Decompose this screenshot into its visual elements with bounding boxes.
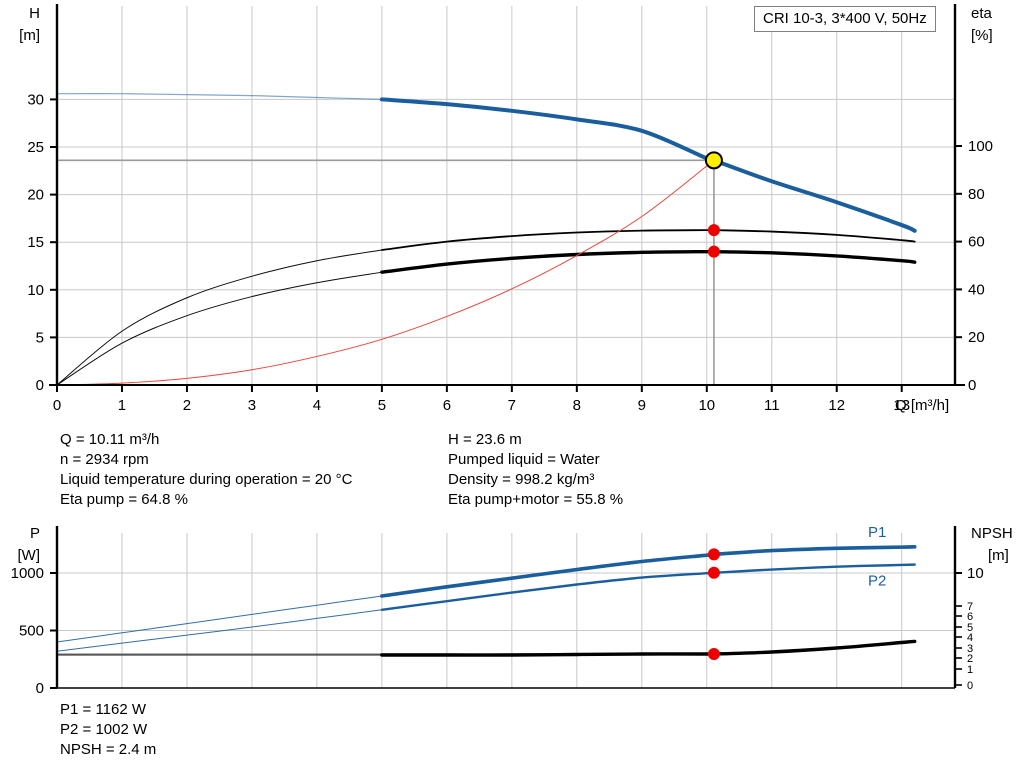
tick-label-power: 500 <box>19 623 44 640</box>
tick-label-npsh: 0 <box>967 680 973 692</box>
tick-label-flow: 4 <box>313 397 321 414</box>
curve-tag-p2: P2 <box>868 573 886 590</box>
power-info-line: P2 = 1002 W <box>60 721 148 738</box>
tick-label-flow: 0 <box>53 397 61 414</box>
curve-operating-range <box>379 97 917 233</box>
power-info-line: P1 = 1162 W <box>60 701 147 718</box>
duty-info-line: Eta pump+motor = 55.8 % <box>448 491 624 508</box>
axis-title-flow: Q [m³/h] <box>895 397 949 414</box>
duty-marker-p1 <box>707 548 720 561</box>
tick-label-flow: 8 <box>573 397 581 414</box>
curve-operating-range <box>380 544 917 598</box>
pump-model-title: CRI 10-3, 3*400 V, 50Hz <box>754 6 936 32</box>
duty-marker-npsh <box>707 648 720 660</box>
curve-operating-range <box>380 249 917 274</box>
tick-label-flow: 6 <box>443 397 451 414</box>
duty-info-line: H = 23.6 m <box>448 431 522 448</box>
tick-label-eta: 100 <box>968 138 993 155</box>
axis-title-head-unit: [m] <box>19 27 40 44</box>
axis-title-head: H <box>29 5 40 22</box>
duty-info-line: Liquid temperature during operation = 20… <box>60 471 353 488</box>
tick-label-npsh: 2 <box>967 653 973 665</box>
duty-marker-head <box>704 151 723 170</box>
tick-label-flow: 5 <box>378 397 386 414</box>
duty-info-line: Q = 10.11 m³/h <box>60 431 160 448</box>
tick-label-head: 30 <box>27 91 44 108</box>
tick-label-flow: 1 <box>118 397 126 414</box>
power-info: P1 = 1162 W P2 = 1002 W NPSH = 2.4 m <box>60 700 156 760</box>
tick-label-npsh: 1 <box>967 664 973 676</box>
curve-tag-p1: P1 <box>868 524 886 541</box>
tick-label-flow: 7 <box>508 397 516 414</box>
tick-label-head: 25 <box>27 139 44 156</box>
tick-label-eta: 0 <box>968 377 976 394</box>
tick-label-power: 0 <box>36 680 44 697</box>
curve-outside-range <box>56 93 382 100</box>
tick-label-npsh: 6 <box>967 611 973 623</box>
tick-label-eta: 80 <box>968 186 985 203</box>
duty-marker-eta-pump <box>707 224 720 237</box>
duty-info-line: Density = 998.2 kg/m³ <box>448 471 595 488</box>
tick-label-flow: 3 <box>248 397 256 414</box>
duty-info-line: Eta pump = 64.8 % <box>60 491 188 508</box>
curve-outside-range <box>56 595 382 643</box>
tick-label-head: 5 <box>36 329 44 346</box>
axis-title-power-unit: [W] <box>18 547 41 564</box>
tick-label-flow: 10 <box>698 397 715 414</box>
curve-operating-range <box>380 639 917 657</box>
axis-title-npsh: NPSH <box>971 525 1013 542</box>
tick-label-eta: 60 <box>968 234 985 251</box>
axis-title-npsh-unit: [m] <box>988 547 1009 564</box>
tick-label-npsh: 4 <box>967 632 973 644</box>
tick-label-npsh: 5 <box>967 622 973 634</box>
tick-label-flow: 13 <box>893 397 910 414</box>
tick-label-power: 1000 <box>11 565 44 582</box>
axis-title-eta: eta <box>971 5 993 22</box>
axis-title-power: P <box>30 525 40 542</box>
tick-label-npsh: 10 <box>967 565 984 582</box>
duty-marker-p2 <box>707 566 720 579</box>
tick-label-head: 20 <box>27 187 44 204</box>
curve-outside-range <box>56 249 382 386</box>
curve-operating-range <box>380 563 916 611</box>
curve-outside-range <box>56 609 382 652</box>
tick-label-head: 0 <box>36 377 44 394</box>
duty-info-right: H = 23.6 m Pumped liquid = Water Density =… <box>448 430 623 510</box>
duty-info-left: Q = 10.11 m³/h n = 2934 rpm Liquid tempera… <box>60 430 352 510</box>
duty-info-line: Pumped liquid = Water <box>448 451 600 468</box>
tick-label-npsh: 3 <box>967 643 973 655</box>
tick-label-npsh: 7 <box>967 601 973 613</box>
tick-label-head: 10 <box>27 282 44 299</box>
tick-label-flow: 11 <box>764 397 780 414</box>
pump-model-label: CRI 10-3, 3*400 V, 50Hz <box>763 10 927 27</box>
tick-label-flow: 2 <box>183 397 191 414</box>
curve-operating-range <box>380 229 916 251</box>
axis-title-eta-unit: [%] <box>971 27 993 44</box>
tick-label-eta: 40 <box>968 281 985 298</box>
duty-marker-eta-pump-motor <box>707 245 720 258</box>
power-info-line: NPSH = 2.4 m <box>60 741 157 758</box>
tick-label-head: 15 <box>27 234 44 251</box>
tick-label-flow: 12 <box>828 397 845 414</box>
npsh-trace-curve <box>56 159 715 386</box>
tick-label-eta: 20 <box>968 329 985 346</box>
tick-label-flow: 9 <box>638 397 646 414</box>
curve-outside-range <box>56 271 382 386</box>
duty-info-line: n = 2934 rpm <box>60 451 149 468</box>
